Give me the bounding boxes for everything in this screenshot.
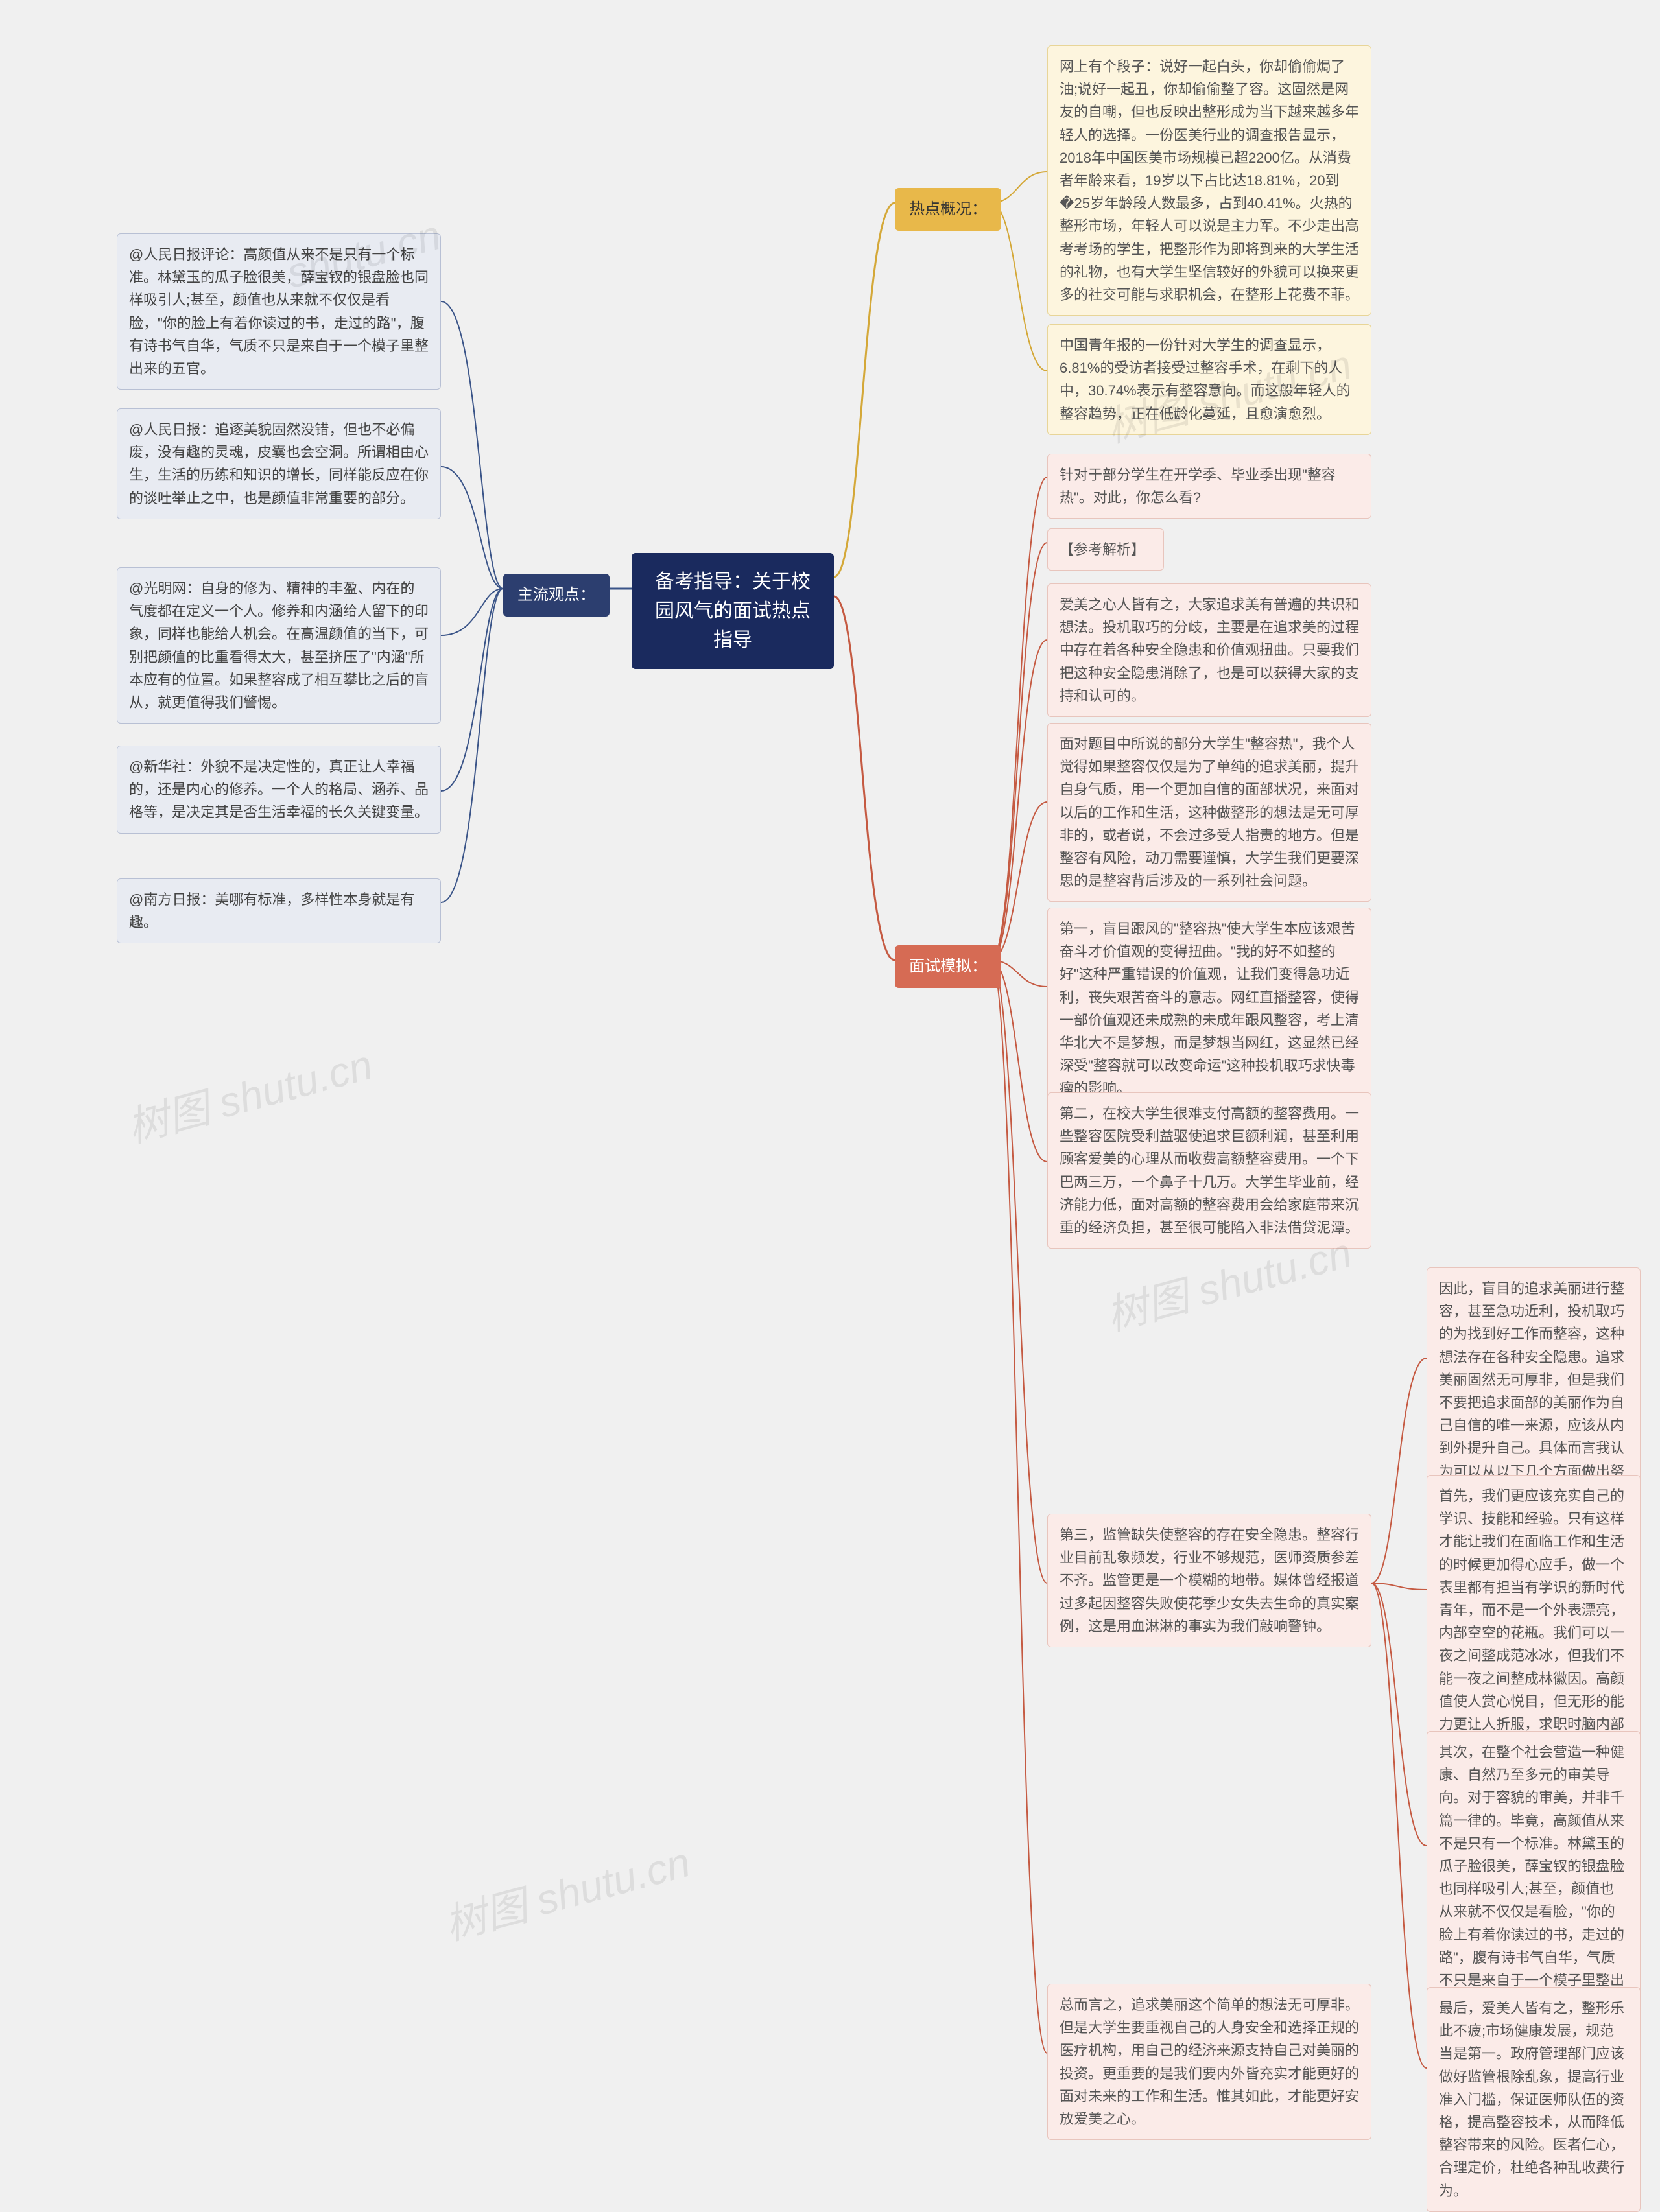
mainstream-item-2[interactable]: @光明网：自身的修为、精神的丰盈、内在的气度都在定义一个人。修养和内涵给人留下的… — [117, 567, 441, 724]
mainstream-item-3[interactable]: @新华社：外貌不是决定性的，真正让人幸福的，还是内心的修养。一个人的格局、涵养、… — [117, 746, 441, 834]
branch-hotspot[interactable]: 热点概况： — [895, 188, 1001, 231]
hotspot-item-1-text: 中国青年报的一份针对大学生的调查显示，6.81%的受访者接受过整容手术，在剩下的… — [1060, 337, 1351, 422]
sim-sub3-parent[interactable]: 第三，监管缺失使整容的存在安全隐患。整容行业目前乱象频发，行业不够规范，医师资质… — [1047, 1514, 1371, 1647]
branch-simulation[interactable]: 面试模拟： — [895, 945, 1001, 988]
sim-item-1[interactable]: 【参考解析】 — [1047, 528, 1164, 571]
sim-sub3-child-2-text: 其次，在整个社会营造一种健康、自然乃至多元的审美导向。对于容貌的审美，并非千篇一… — [1439, 1744, 1624, 2011]
sim-item-5-text: 第二，在校大学生很难支付高额的整容费用。一些整容医院受利益驱使追求巨额利润，甚至… — [1060, 1105, 1359, 1236]
branch-mainstream-label: 主流观点： — [517, 586, 595, 604]
mainstream-item-4[interactable]: @南方日报：美哪有标准，多样性本身就是有趣。 — [117, 878, 441, 943]
sim-item-5[interactable]: 第二，在校大学生很难支付高额的整容费用。一些整容医院受利益驱使追求巨额利润，甚至… — [1047, 1092, 1371, 1249]
branch-mainstream[interactable]: 主流观点： — [503, 574, 610, 617]
sim-sub3-parent-text: 第三，监管缺失使整容的存在安全隐患。整容行业目前乱象频发，行业不够规范，医师资质… — [1060, 1527, 1359, 1634]
mainstream-item-4-text: @南方日报：美哪有标准，多样性本身就是有趣。 — [129, 891, 414, 930]
sim-item-2[interactable]: 爱美之心人皆有之，大家追求美有普遍的共识和想法。投机取巧的分歧，主要是在追求美的… — [1047, 583, 1371, 717]
mainstream-item-2-text: @光明网：自身的修为、精神的丰盈、内在的气度都在定义一个人。修养和内涵给人留下的… — [129, 580, 429, 711]
mainstream-item-3-text: @新华社：外貌不是决定性的，真正让人幸福的，还是内心的修养。一个人的格局、涵养、… — [129, 759, 429, 820]
watermark-2: 树图 shutu.cn — [120, 1031, 378, 1154]
root-node[interactable]: 备考指导：关于校园风气的面试热点指导 — [632, 553, 834, 669]
sim-item-4[interactable]: 第一，盲目跟风的"整容热"使大学生本应该艰苦奋斗才价值观的变得扭曲。"我的好不如… — [1047, 908, 1371, 1110]
mainstream-item-0-text: @人民日报评论：高颜值从来不是只有一个标准。林黛玉的瓜子脸很美，薛宝钗的银盘脸也… — [129, 246, 429, 377]
sim-sub3-child-2[interactable]: 其次，在整个社会营造一种健康、自然乃至多元的审美导向。对于容貌的审美，并非千篇一… — [1427, 1731, 1641, 2024]
hotspot-item-0-text: 网上有个段子：说好一起白头，你却偷偷焗了油;说好一起丑，你却偷偷整了容。这固然是… — [1060, 58, 1359, 303]
sim-item-3[interactable]: 面对题目中所说的部分大学生"整容热"，我个人觉得如果整容仅仅是为了单纯的追求美丽… — [1047, 723, 1371, 902]
mainstream-item-1-text: @人民日报：追逐美貌固然没错，但也不必偏废，没有趣的灵魂，皮囊也会空洞。所谓相由… — [129, 421, 429, 506]
sim-item-4-text: 第一，盲目跟风的"整容热"使大学生本应该艰苦奋斗才价值观的变得扭曲。"我的好不如… — [1060, 921, 1359, 1096]
sim-item-2-text: 爱美之心人皆有之，大家追求美有普遍的共识和想法。投机取巧的分歧，主要是在追求美的… — [1060, 596, 1359, 704]
sim-item-0[interactable]: 针对于部分学生在开学季、毕业季出现"整容热"。对此，你怎么看? — [1047, 454, 1371, 519]
hotspot-item-0[interactable]: 网上有个段子：说好一起白头，你却偷偷焗了油;说好一起丑，你却偷偷整了容。这固然是… — [1047, 45, 1371, 316]
branch-hotspot-label: 热点概况： — [909, 200, 987, 218]
sim-conclusion-text: 总而言之，追求美丽这个简单的想法无可厚非。但是大学生要重视自己的人身安全和选择正… — [1060, 1997, 1359, 2127]
watermark-4: 树图 shutu.cn — [438, 1829, 696, 1951]
sim-sub3-child-3[interactable]: 最后，爱美人皆有之，整形乐此不疲;市场健康发展，规范当是第一。政府管理部门应该做… — [1427, 1987, 1641, 2212]
mainstream-item-1[interactable]: @人民日报：追逐美貌固然没错，但也不必偏废，没有趣的灵魂，皮囊也会空洞。所谓相由… — [117, 408, 441, 519]
sim-item-3-text: 面对题目中所说的部分大学生"整容热"，我个人觉得如果整容仅仅是为了单纯的追求美丽… — [1060, 736, 1359, 889]
sim-sub3-child-3-text: 最后，爱美人皆有之，整形乐此不疲;市场健康发展，规范当是第一。政府管理部门应该做… — [1439, 2000, 1624, 2199]
mainstream-item-0[interactable]: @人民日报评论：高颜值从来不是只有一个标准。林黛玉的瓜子脸很美，薛宝钗的银盘脸也… — [117, 233, 441, 390]
root-text: 备考指导：关于校园风气的面试热点指导 — [655, 571, 811, 651]
hotspot-item-1[interactable]: 中国青年报的一份针对大学生的调查显示，6.81%的受访者接受过整容手术，在剩下的… — [1047, 324, 1371, 435]
sim-sub3-child-0-text: 因此，盲目的追求美丽进行整容，甚至急功近利，投机取巧的为找到好工作而整容，这种想… — [1439, 1280, 1624, 1502]
branch-simulation-label: 面试模拟： — [909, 958, 987, 975]
sim-conclusion[interactable]: 总而言之，追求美丽这个简单的想法无可厚非。但是大学生要重视自己的人身安全和选择正… — [1047, 1984, 1371, 2140]
sim-item-1-text: 【参考解析】 — [1060, 541, 1145, 558]
sim-item-0-text: 针对于部分学生在开学季、毕业季出现"整容热"。对此，你怎么看? — [1060, 467, 1336, 506]
